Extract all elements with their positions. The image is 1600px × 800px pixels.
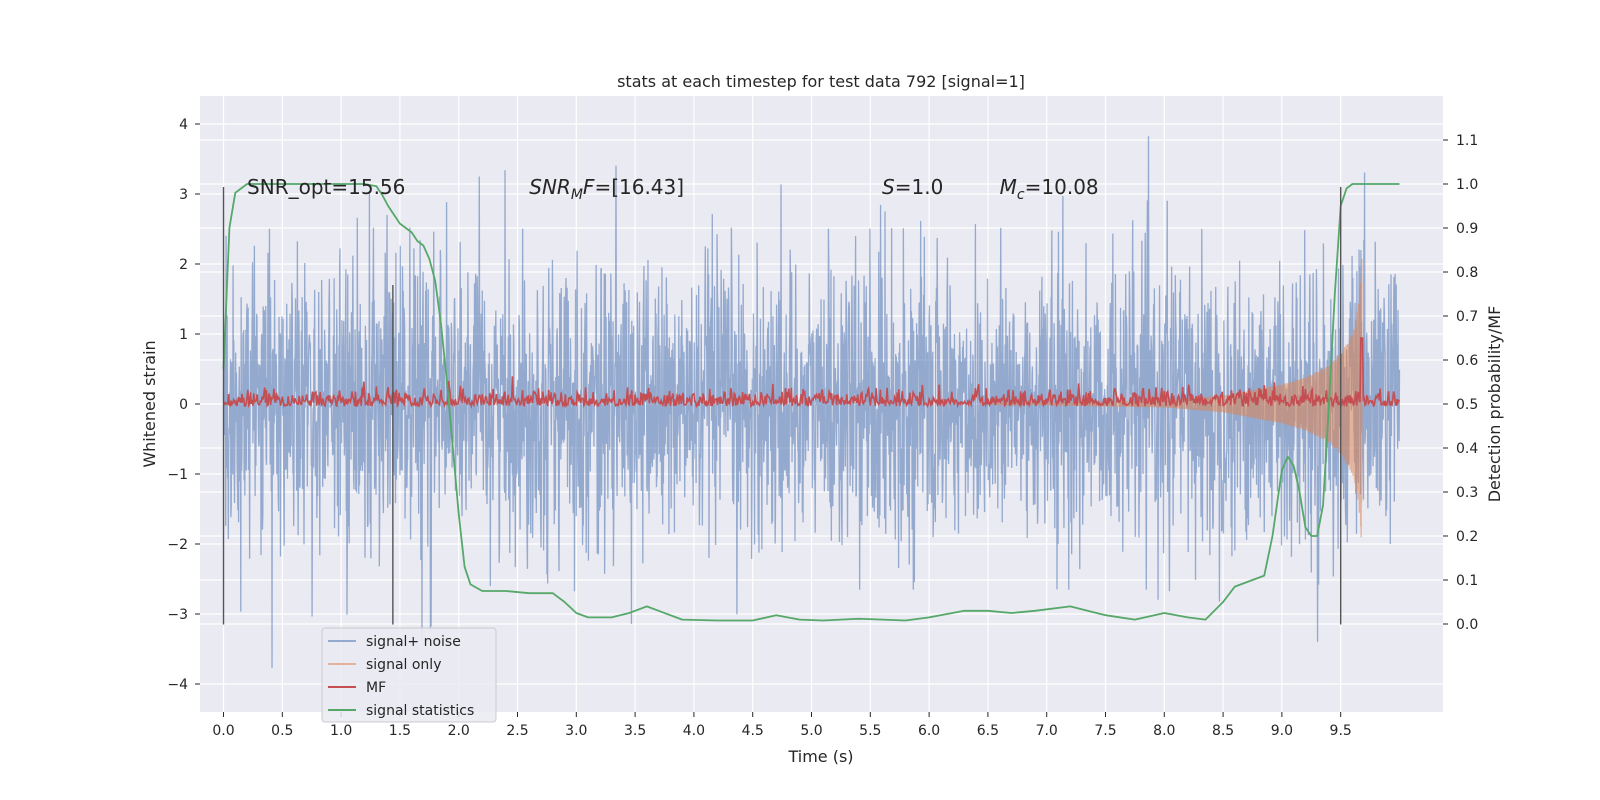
series-layer (222, 136, 1401, 668)
y2-axis-label: Detection probability/MF (1485, 306, 1504, 503)
y-tick-label-7: −3 (167, 607, 188, 623)
x-tick-label-2: 1.0 (330, 723, 352, 739)
y2-tick-label-10: 0.1 (1456, 573, 1478, 589)
y-tick-label-8: −4 (167, 677, 188, 693)
annotations: SNR_opt=15.56 SNRMF=[16.43] S=1.0 Mc=10.08 (247, 175, 1099, 203)
series-signal-statistics (222, 183, 1400, 622)
y-tick-label-2: 2 (179, 257, 188, 273)
legend-label-3: signal statistics (366, 703, 474, 719)
vertical-markers (222, 187, 1342, 625)
x-tick-label-0: 0.0 (212, 723, 234, 739)
x-tick-label-17: 8.5 (1212, 723, 1234, 739)
x-tick-label-15: 7.5 (1094, 723, 1116, 739)
x-tick-label-11: 5.5 (859, 723, 881, 739)
y-tick-label-0: 4 (179, 117, 188, 133)
y2-tick-label-9: 0.2 (1456, 529, 1478, 545)
x-axis-label: Time (s) (787, 747, 853, 766)
legend-label-1: signal only (366, 657, 441, 673)
y2-tick-label-2: 0.9 (1456, 221, 1478, 237)
y-axis-label: Whitened strain (140, 340, 159, 467)
y2-tick-label-6: 0.5 (1456, 397, 1478, 413)
y-tick-label-4: 0 (179, 397, 188, 413)
x-tick-label-8: 4.0 (683, 723, 705, 739)
x-tick-label-9: 4.5 (742, 723, 764, 739)
x-tick-label-18: 9.0 (1271, 723, 1293, 739)
y2-tick-label-3: 0.8 (1456, 265, 1478, 281)
x-tick-label-19: 9.5 (1330, 723, 1352, 739)
x-axis-ticks: 0.0 0.5 1.0 1.5 2.0 2.5 3.0 3.5 4.0 4.5 5.0 5.5 6.0 6… (212, 712, 1352, 739)
x-tick-label-10: 5.0 (800, 723, 822, 739)
x-tick-label-3: 1.5 (389, 723, 411, 739)
legend-box (321, 627, 497, 723)
y2-tick-label-5: 0.6 (1456, 353, 1478, 369)
y2-axis-ticks: 1.1 1.0 0.9 0.8 0.7 0.6 0.5 0.4 0.3 0.2 0.1 0.0 (1443, 133, 1478, 633)
x-tick-label-6: 3.0 (565, 723, 587, 739)
y-tick-label-6: −2 (167, 537, 188, 553)
y2-tick-label-11: 0.0 (1456, 617, 1478, 633)
y2-tick-label-1: 1.0 (1456, 177, 1478, 193)
legend: signal+ noise signal only MF signal statist… (321, 627, 497, 723)
x-tick-label-14: 7.0 (1036, 723, 1058, 739)
series-mf (222, 337, 1401, 409)
x-tick-label-7: 3.5 (624, 723, 646, 739)
x-tick-label-13: 6.5 (977, 723, 999, 739)
x-tick-label-5: 2.5 (506, 723, 528, 739)
chart-title: stats at each timestep for test data 792… (617, 72, 1025, 91)
annotation-2: S=1.0 (882, 175, 943, 199)
y2-tick-label-8: 0.3 (1456, 485, 1478, 501)
y-tick-label-5: −1 (167, 467, 188, 483)
y2-tick-label-0: 1.1 (1456, 133, 1478, 149)
y2-tick-label-7: 0.4 (1456, 441, 1478, 457)
annotation-0: SNR_opt=15.56 (247, 175, 405, 199)
legend-label-0: signal+ noise (366, 634, 461, 650)
y-tick-label-3: 1 (179, 327, 188, 343)
x-tick-label-16: 8.0 (1153, 723, 1175, 739)
series-signal-noise (222, 136, 1401, 668)
y-tick-label-1: 3 (179, 187, 188, 203)
y2-tick-label-4: 0.7 (1456, 309, 1478, 325)
x-tick-label-1: 0.5 (271, 723, 293, 739)
x-tick-label-4: 2.0 (448, 723, 470, 739)
legend-label-2: MF (366, 680, 386, 696)
annotation-1: SNRMF=[16.43] (529, 175, 684, 203)
x-tick-label-12: 6.0 (918, 723, 940, 739)
annotation-3: Mc=10.08 (1000, 175, 1099, 203)
y-axis-ticks: 4 3 2 1 0 −1 −2 −3 −4 (167, 117, 200, 693)
